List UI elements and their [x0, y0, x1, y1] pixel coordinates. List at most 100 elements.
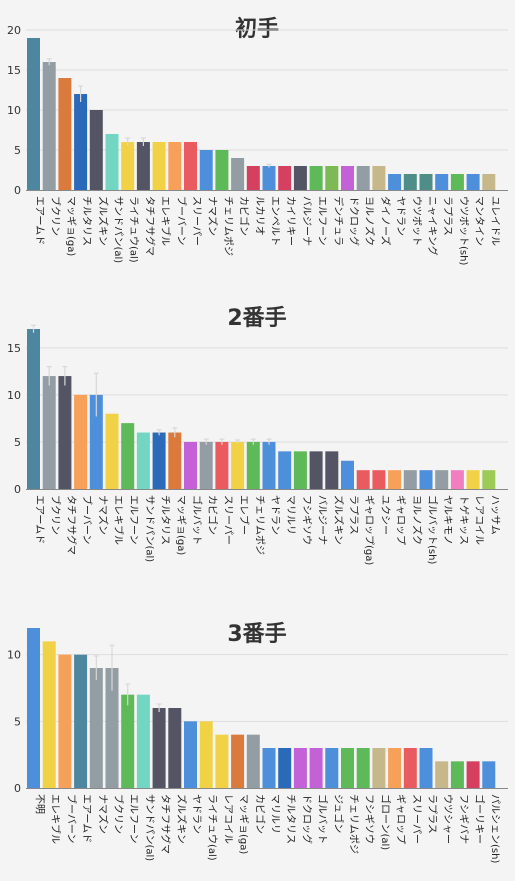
bar-ゴルバット[interactable]: [184, 441, 197, 489]
bar-カイリキー[interactable]: [278, 166, 292, 190]
bar-フシギバナ[interactable]: [450, 761, 464, 788]
category-label: サンドパン(al): [143, 794, 155, 861]
bar-エルフーン[interactable]: [121, 423, 135, 489]
bar-エアームド[interactable]: [74, 654, 88, 788]
bar-ナマズン[interactable]: [89, 668, 103, 788]
category-label: ラプラス: [426, 794, 438, 834]
bar-カビゴン[interactable]: [231, 158, 245, 190]
bar-レアコイル[interactable]: [215, 734, 229, 788]
category-label: ジュゴン: [332, 794, 345, 833]
bar-ヤルキモノ[interactable]: [435, 470, 449, 489]
bar-ライチュウ(al)[interactable]: [121, 142, 135, 190]
bar-ズルズキン[interactable]: [325, 451, 339, 489]
bar-ハッサム[interactable]: [482, 470, 496, 489]
bar-ギャロップ[interactable]: [388, 748, 402, 788]
bar-ユクシー[interactable]: [372, 470, 386, 489]
bar-マリルリ[interactable]: [262, 748, 276, 788]
bar-ラプラス[interactable]: [435, 174, 449, 190]
bar-ギャロップ(ga)[interactable]: [356, 470, 370, 489]
bar-バルジーナ[interactable]: [309, 451, 323, 489]
bar-エルフーン[interactable]: [121, 694, 135, 788]
bar-エレブー[interactable]: [231, 441, 245, 489]
bar-ウツボット(sh)[interactable]: [450, 174, 464, 190]
bar-ドクロッグ[interactable]: [293, 748, 307, 788]
category-label: ブクリン: [49, 495, 62, 535]
bar-パルシェン(sh)[interactable]: [482, 761, 496, 788]
bar-マッギョ(ga)[interactable]: [58, 78, 72, 190]
bar-ズルズキン[interactable]: [89, 110, 103, 190]
bar-エアームド[interactable]: [27, 38, 40, 190]
bar-ラプラス[interactable]: [419, 748, 433, 788]
bar-スリーパー[interactable]: [403, 748, 417, 788]
bar-ギャロップ[interactable]: [388, 470, 402, 489]
bar-フシギソウ[interactable]: [293, 451, 307, 489]
bar-ヤドラン[interactable]: [262, 441, 276, 489]
bar-エレキブル[interactable]: [152, 142, 166, 190]
bar-チェリムポジ[interactable]: [341, 748, 354, 788]
bar-ブーバーン[interactable]: [74, 394, 88, 489]
bar-ヨルノズク[interactable]: [356, 166, 370, 190]
bar-エンペルト[interactable]: [262, 166, 276, 190]
bar-スリーパー[interactable]: [184, 142, 197, 190]
category-label: ズルズキン: [175, 794, 188, 844]
bar-ブーバーン[interactable]: [58, 654, 72, 788]
bar-ジュゴン[interactable]: [325, 748, 339, 788]
bar-ニャイキング[interactable]: [419, 174, 433, 190]
bar-フシギソウ[interactable]: [356, 748, 370, 788]
bar-ナマズン[interactable]: [89, 394, 103, 489]
bar-ゴルバット[interactable]: [309, 748, 323, 788]
bar-レアコイル[interactable]: [466, 470, 480, 489]
bar-エレキブル[interactable]: [42, 641, 56, 788]
bar-デンチュラ[interactable]: [325, 166, 339, 190]
bar-バルジーナ[interactable]: [293, 166, 307, 190]
category-label: パルシェン(sh): [489, 794, 501, 863]
bar-ユレイドル[interactable]: [482, 174, 496, 190]
bar-ヤドラン[interactable]: [388, 174, 402, 190]
bar-ブーバーン[interactable]: [168, 142, 182, 190]
y-tick-label: 5: [14, 144, 21, 157]
bar-ヤドラン[interactable]: [184, 721, 197, 788]
category-label: ウツボット: [410, 196, 422, 246]
category-label: サンドパン(al): [143, 495, 155, 562]
bar-タチフサグマ[interactable]: [58, 376, 72, 489]
bar-ゴーリキー[interactable]: [466, 761, 480, 788]
bar-チェリムポジ[interactable]: [246, 441, 260, 489]
bar-チルタリス[interactable]: [74, 94, 88, 190]
bar-エレキブル[interactable]: [105, 413, 119, 489]
bar-ブクリン[interactable]: [42, 62, 56, 190]
bar-カビゴン[interactable]: [246, 734, 260, 788]
bar-タチフサグマ[interactable]: [136, 142, 150, 190]
bar-カビゴン[interactable]: [199, 441, 213, 489]
bar-サンドパン(al)[interactable]: [136, 432, 150, 489]
bar-ゴローン(al)[interactable]: [372, 748, 386, 788]
bar-サンドパン(al)[interactable]: [136, 694, 150, 788]
bar-ゴルバット(sh)[interactable]: [419, 470, 433, 489]
bar-ウツボット[interactable]: [403, 174, 417, 190]
bar-エルフーン[interactable]: [309, 166, 323, 190]
bar-ダイノーズ[interactable]: [372, 166, 386, 190]
bar-チルタリス[interactable]: [278, 748, 292, 788]
bar-ズルズキン[interactable]: [168, 708, 182, 788]
bar-チェリムポジ[interactable]: [215, 150, 229, 190]
bar-トゲキッス[interactable]: [450, 470, 464, 489]
bar-ルカリオ[interactable]: [246, 166, 260, 190]
bar-ライチュウ(al)[interactable]: [199, 721, 213, 788]
bar-ウツシャー[interactable]: [435, 761, 449, 788]
bar-チルタリス[interactable]: [152, 432, 166, 489]
bar-マッギョ(ga)[interactable]: [231, 734, 245, 788]
bar-マッギョ(ga)[interactable]: [168, 432, 182, 489]
bar-タチフサグマ[interactable]: [152, 708, 166, 788]
bar-サンドパン(al)[interactable]: [105, 134, 119, 190]
bar-エアームド[interactable]: [27, 329, 40, 489]
bar-ブクリン[interactable]: [42, 376, 56, 489]
bar-ドクロッグ[interactable]: [341, 166, 354, 190]
bar-ナマズン[interactable]: [199, 150, 213, 190]
bar-ヨルノズク[interactable]: [403, 470, 417, 489]
bar-ラプラス[interactable]: [341, 460, 354, 489]
y-tick-label: 0: [14, 483, 21, 496]
bar-スリーパー[interactable]: [215, 441, 229, 489]
bar-マンタイン[interactable]: [466, 174, 480, 190]
bar-不明[interactable]: [27, 628, 40, 788]
bar-ブクリン[interactable]: [105, 668, 119, 788]
bar-マリルリ[interactable]: [278, 451, 292, 489]
